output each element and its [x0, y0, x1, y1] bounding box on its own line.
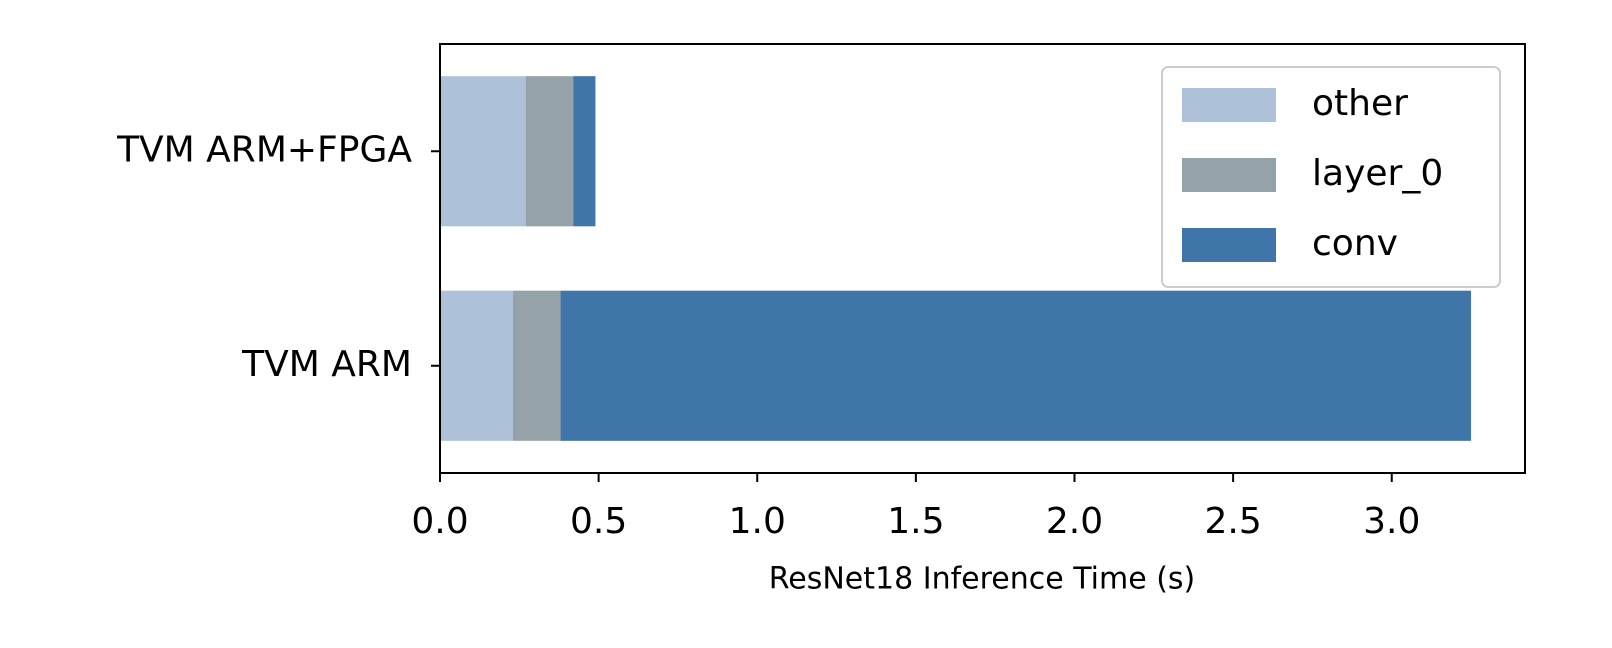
legend-swatch	[1182, 228, 1276, 262]
legend-label: conv	[1312, 223, 1398, 264]
x-axis-label: ResNet18 Inference Time (s)	[769, 562, 1195, 597]
bar-segment	[512, 290, 561, 441]
x-tick-label: 0.5	[570, 501, 627, 542]
legend-swatch	[1182, 158, 1276, 192]
bar-segment	[525, 76, 574, 227]
x-tick-label: 2.5	[1204, 501, 1261, 542]
legend-label: layer_0	[1312, 153, 1443, 194]
bar-segment	[440, 290, 513, 441]
bar-segment	[560, 290, 1472, 441]
x-tick-label: 3.0	[1363, 501, 1420, 542]
bar-segment	[573, 76, 596, 227]
x-tick-label: 2.0	[1046, 501, 1103, 542]
bar-segment	[440, 76, 526, 227]
legend-swatch	[1182, 88, 1276, 122]
x-tick-label: 1.5	[887, 501, 944, 542]
x-tick-label: 0.0	[411, 501, 468, 542]
legend-label: other	[1312, 83, 1408, 124]
x-tick-label: 1.0	[729, 501, 786, 542]
plot-frame	[439, 43, 1526, 474]
y-tick-label: TVM ARM	[241, 344, 412, 385]
y-tick-label: TVM ARM+FPGA	[116, 129, 412, 170]
